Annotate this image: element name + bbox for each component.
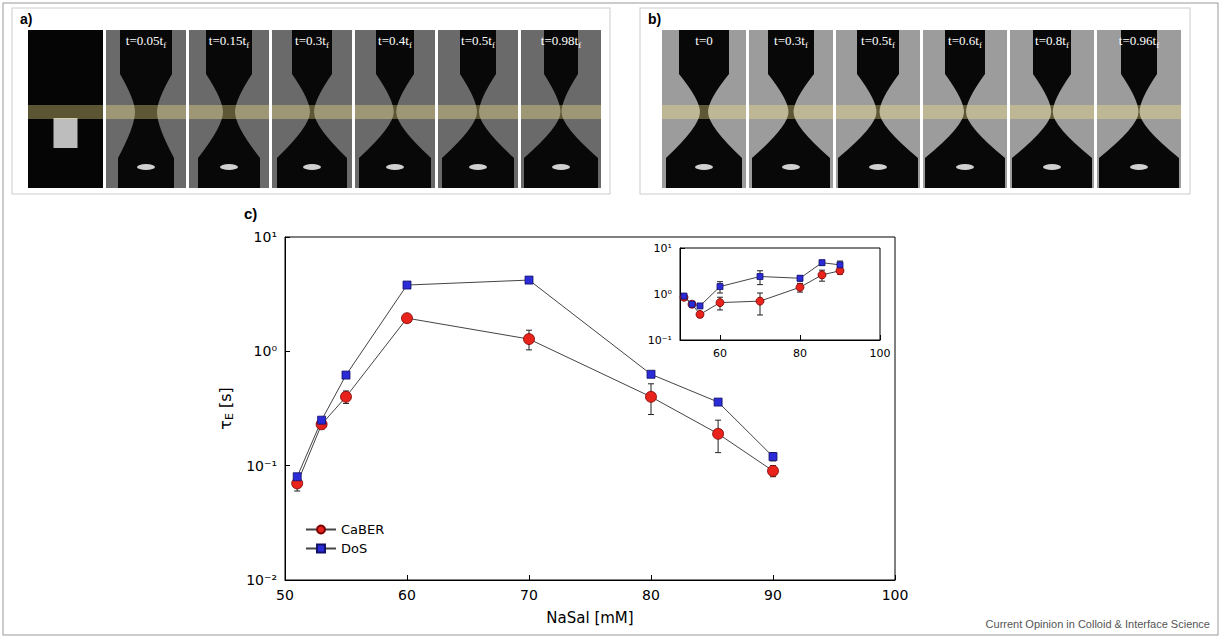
svg-text:t=0.96tf: t=0.96tf <box>1119 33 1159 50</box>
svg-text:60: 60 <box>713 347 727 360</box>
svg-text:100: 100 <box>882 587 909 603</box>
svg-text:[s]: [s] <box>216 387 235 413</box>
svg-text:t=0.4tf: t=0.4tf <box>378 33 412 50</box>
svg-text:t=0.6tf: t=0.6tf <box>948 33 982 50</box>
svg-text:CaBER: CaBER <box>341 522 384 537</box>
svg-text:t=0.5tf: t=0.5tf <box>461 33 495 50</box>
svg-text:80: 80 <box>793 347 807 360</box>
svg-text:Current Opinion in Colloid & I: Current Opinion in Colloid & Interface S… <box>986 618 1210 630</box>
svg-text:10¹: 10¹ <box>654 242 672 255</box>
svg-text:10⁻²: 10⁻² <box>246 572 277 588</box>
svg-text:t=0.05tf: t=0.05tf <box>126 33 166 50</box>
svg-text:c): c) <box>244 205 257 222</box>
svg-text:60: 60 <box>398 587 416 603</box>
svg-text:b): b) <box>648 11 661 27</box>
svg-text:100: 100 <box>870 347 891 360</box>
svg-text:10⁰: 10⁰ <box>654 288 673 301</box>
svg-text:10⁰: 10⁰ <box>254 343 278 359</box>
svg-text:t=0.3tf: t=0.3tf <box>295 33 329 50</box>
svg-text:10⁻¹: 10⁻¹ <box>246 458 277 474</box>
svg-text:a): a) <box>20 11 32 27</box>
svg-text:E: E <box>223 413 236 420</box>
svg-text:t=0.98tf: t=0.98tf <box>541 33 581 50</box>
svg-text:10¹: 10¹ <box>254 229 277 245</box>
svg-text:70: 70 <box>520 587 538 603</box>
svg-text:10⁻¹: 10⁻¹ <box>648 334 672 347</box>
svg-text:50: 50 <box>276 587 294 603</box>
svg-text:t=0.3tf: t=0.3tf <box>774 33 808 50</box>
svg-text:90: 90 <box>764 587 782 603</box>
svg-text:t=0: t=0 <box>695 33 712 48</box>
svg-text:τ: τ <box>216 420 235 430</box>
svg-text:DoS: DoS <box>341 541 367 556</box>
svg-text:80: 80 <box>642 587 660 603</box>
svg-text:t=0.8tf: t=0.8tf <box>1035 33 1069 50</box>
svg-text:t=0.5tf: t=0.5tf <box>861 33 895 50</box>
svg-text:t=0.15tf: t=0.15tf <box>209 33 249 50</box>
svg-text:NaSal [mM]: NaSal [mM] <box>546 609 633 627</box>
